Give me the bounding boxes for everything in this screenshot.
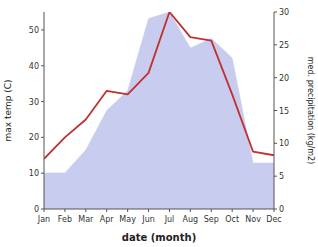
y2-tick bbox=[274, 110, 277, 111]
x-tick-label: Nov bbox=[245, 215, 261, 224]
y2-tick bbox=[274, 44, 277, 45]
y-tick bbox=[41, 173, 44, 174]
y2-tick bbox=[274, 176, 277, 177]
x-tick bbox=[64, 209, 65, 212]
y-axis-label: max temp (C) bbox=[3, 79, 13, 141]
y-tick-label: 20 bbox=[29, 133, 39, 142]
x-tick-label: May bbox=[119, 215, 136, 224]
x-tick bbox=[106, 209, 107, 212]
y-tick bbox=[41, 29, 44, 30]
y-tick bbox=[41, 65, 44, 66]
y2-tick-label: 30 bbox=[279, 8, 289, 17]
y2-tick bbox=[274, 12, 277, 13]
x-tick-label: Jul bbox=[164, 215, 175, 224]
y2-tick bbox=[274, 209, 277, 210]
x-tick-label: Jun bbox=[141, 215, 155, 224]
x-tick-label: Mar bbox=[78, 215, 94, 224]
x-tick bbox=[148, 209, 149, 212]
x-tick bbox=[232, 209, 233, 212]
x-tick-label: Apr bbox=[100, 215, 115, 224]
y2-tick-label: 5 bbox=[279, 172, 284, 181]
y2-tick-label: 25 bbox=[279, 41, 289, 50]
plot-area bbox=[44, 12, 274, 209]
y2-tick-label: 15 bbox=[279, 107, 289, 116]
x-tick bbox=[253, 209, 254, 212]
area bbox=[44, 12, 274, 209]
x-tick-label: Oct bbox=[225, 215, 239, 224]
y2-tick-label: 20 bbox=[279, 74, 289, 83]
x-tick bbox=[190, 209, 191, 212]
y-tick-label: 30 bbox=[29, 98, 39, 107]
x-tick bbox=[169, 209, 170, 212]
y2-tick-label: 10 bbox=[279, 139, 289, 148]
x-tick-label: Dec bbox=[266, 215, 281, 224]
y-tick-label: 50 bbox=[29, 26, 39, 35]
y-tick bbox=[41, 209, 44, 210]
y-tick bbox=[41, 137, 44, 138]
y-tick-label: 0 bbox=[34, 205, 39, 214]
y-tick-label: 40 bbox=[29, 62, 39, 71]
x-axis-line bbox=[44, 209, 274, 210]
x-axis-label: date (month) bbox=[122, 232, 196, 243]
x-tick-label: Sep bbox=[204, 215, 219, 224]
x-tick-label: Aug bbox=[183, 215, 199, 224]
x-tick-label: Jan bbox=[37, 215, 50, 224]
x-tick bbox=[211, 209, 212, 212]
x-tick-label: Feb bbox=[58, 215, 72, 224]
x-tick bbox=[85, 209, 86, 212]
y2-axis-label: med. precipitation (kg/m2) bbox=[306, 57, 315, 164]
x-tick bbox=[127, 209, 128, 212]
y-tick-label: 10 bbox=[29, 169, 39, 178]
y-tick bbox=[41, 101, 44, 102]
y2-tick bbox=[274, 143, 277, 144]
chart: Jan Feb Mar Apr May Jun Jul Aug Sep Oct Nov Dec date… bbox=[0, 0, 318, 247]
y2-tick bbox=[274, 77, 277, 78]
y2-tick-label: 0 bbox=[279, 205, 284, 214]
line bbox=[44, 12, 274, 159]
y-axis-line bbox=[44, 12, 45, 209]
